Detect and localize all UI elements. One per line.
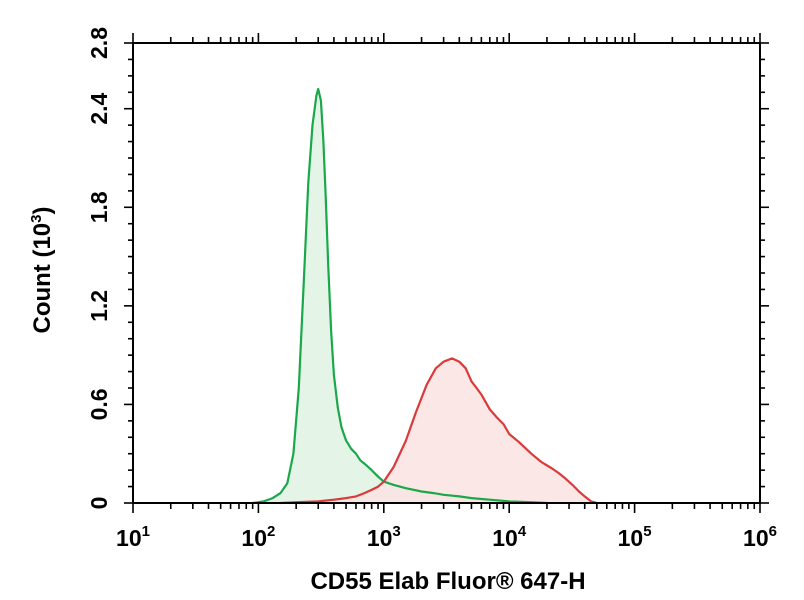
plot-area bbox=[252, 87, 598, 505]
x-tick-label: 106 bbox=[743, 523, 777, 551]
series-0-area bbox=[252, 89, 547, 503]
x-tick-label-exp: 4 bbox=[518, 523, 527, 540]
y-axis-title-close: ) bbox=[29, 206, 56, 214]
x-tick-label-base: 10 bbox=[241, 525, 267, 551]
x-tick-label: 103 bbox=[367, 523, 401, 551]
x-tick-label-exp: 5 bbox=[643, 523, 651, 540]
x-axis-title: CD55 Elab Fluor® 647-H bbox=[310, 568, 585, 595]
x-tick-label: 101 bbox=[116, 523, 150, 551]
x-tick-label-exp: 2 bbox=[267, 523, 275, 540]
x-tick-label-base: 10 bbox=[116, 525, 142, 551]
x-tick-label-exp: 3 bbox=[392, 523, 400, 540]
y-tick-label: 0 bbox=[86, 497, 112, 510]
x-tick-label-base: 10 bbox=[492, 525, 518, 551]
y-tick-label: 2.4 bbox=[86, 93, 112, 125]
y-tick-label: 1.8 bbox=[86, 191, 112, 223]
x-tick-label-base: 10 bbox=[367, 525, 393, 551]
x-tick-label: 102 bbox=[241, 523, 275, 551]
x-tick-label: 105 bbox=[618, 523, 652, 551]
series-1-area bbox=[280, 358, 597, 503]
series-0-line bbox=[252, 87, 547, 505]
y-tick-label: 1.2 bbox=[86, 290, 112, 322]
y-tick-label: 2.8 bbox=[86, 27, 112, 59]
y-axis-title: Count (103) bbox=[28, 206, 56, 333]
y-axis-title-main: Count (10 bbox=[29, 223, 56, 334]
y-tick-label: 0.6 bbox=[86, 388, 112, 420]
x-tick-label-base: 10 bbox=[618, 525, 644, 551]
x-tick-label-exp: 6 bbox=[769, 523, 777, 540]
x-tick-label-exp: 1 bbox=[142, 523, 150, 540]
x-tick-label-base: 10 bbox=[743, 525, 769, 551]
x-tick-label: 104 bbox=[492, 523, 527, 551]
y-axis-title-exp: 3 bbox=[28, 214, 45, 222]
series-1-line bbox=[280, 357, 598, 505]
